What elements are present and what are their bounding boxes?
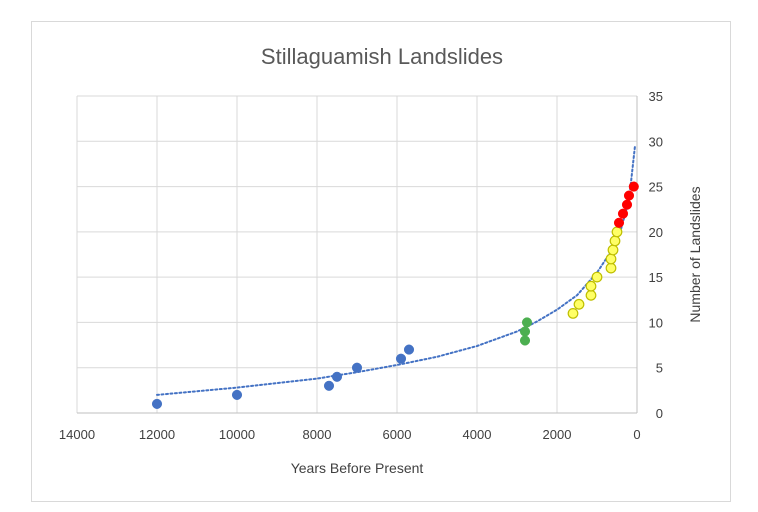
point-blue-6: [403, 344, 415, 355]
point-blue-3: [331, 371, 343, 382]
point-yellow-9: [611, 226, 623, 238]
x-tick-label-0: 14000: [59, 427, 95, 442]
point-green-0: [519, 335, 531, 346]
point-yellow-4: [591, 271, 603, 283]
x-tick-label-3: 8000: [303, 427, 332, 442]
x-tick-label-6: 2000: [543, 427, 572, 442]
point-green-2: [521, 317, 533, 328]
x-tick-label-4: 6000: [383, 427, 412, 442]
x-tick-label-7: 0: [633, 427, 640, 442]
point-blue-0: [151, 398, 163, 409]
point-green-1: [519, 326, 531, 337]
y-tick-label-4: 20: [649, 225, 663, 240]
y-tick-label-2: 10: [649, 315, 663, 330]
x-axis-title: Years Before Present: [291, 460, 424, 476]
point-yellow-8: [609, 235, 621, 247]
trendline: [156, 144, 636, 396]
point-yellow-7: [607, 244, 619, 256]
point-red-1: [617, 208, 629, 219]
x-tick-label-5: 4000: [463, 427, 492, 442]
point-red-2: [621, 199, 633, 210]
x-tick-label-2: 10000: [219, 427, 255, 442]
point-blue-4: [351, 362, 363, 373]
point-yellow-2: [585, 289, 597, 301]
point-blue-2: [323, 380, 335, 391]
y-tick-label-3: 15: [649, 270, 663, 285]
point-red-4: [628, 181, 639, 192]
point-yellow-0: [567, 308, 579, 319]
point-red-3: [623, 190, 635, 201]
y-tick-label-1: 5: [656, 361, 663, 376]
y-tick-label-5: 25: [649, 180, 663, 195]
y-tick-label-0: 0: [656, 406, 663, 421]
y-tick-label-7: 35: [649, 89, 663, 104]
point-red-0: [613, 217, 625, 228]
y-axis-title: Number of Landslides: [687, 186, 703, 322]
point-yellow-3: [585, 280, 597, 292]
point-yellow-1: [573, 298, 585, 310]
y-tick-label-6: 30: [649, 134, 663, 149]
point-yellow-5: [605, 262, 617, 274]
point-yellow-6: [605, 253, 617, 265]
chart-title: Stillaguamish Landslides: [260, 44, 504, 69]
point-blue-1: [231, 389, 243, 400]
x-tick-label-1: 12000: [139, 427, 175, 442]
point-blue-5: [395, 353, 407, 364]
